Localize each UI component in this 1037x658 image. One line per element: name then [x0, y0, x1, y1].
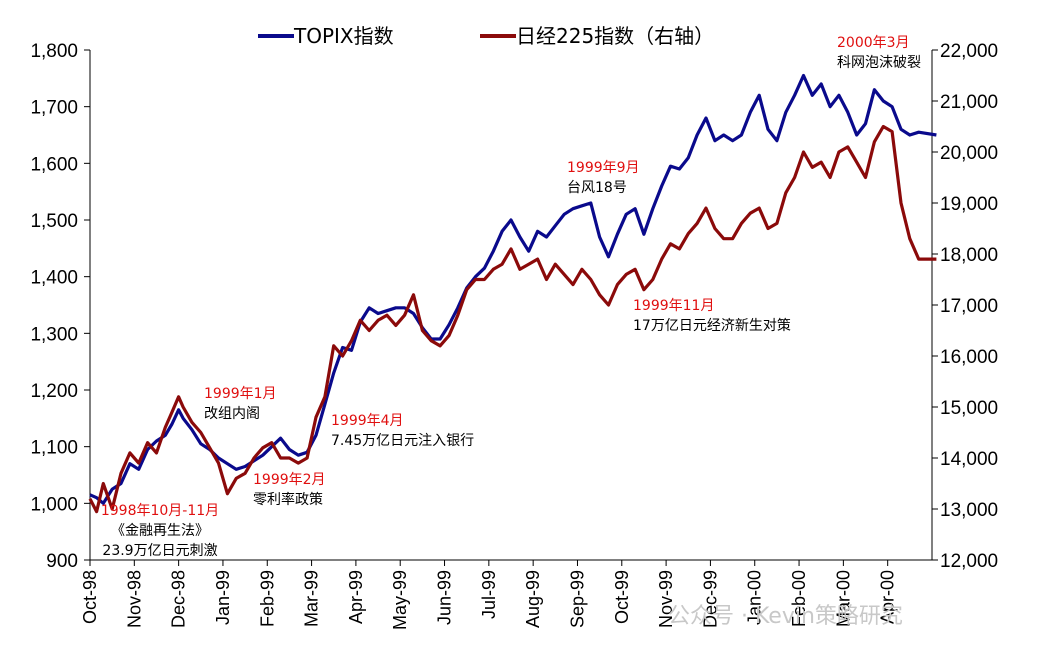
annotations: 1998年10月-11月《金融再生法》 23.9万亿日元刺激 1999年1月改组内阁… [101, 35, 921, 559]
left-tick-label: 1,300 [30, 324, 78, 345]
legend: TOPIX指数 日经225指数（右轴） [258, 24, 714, 48]
left-tick-label: 900 [46, 551, 78, 572]
left-tick-label: 1,800 [30, 41, 78, 62]
x-tick-label: Feb-00 [789, 570, 809, 627]
annotation-date: 2000年3月 [837, 35, 910, 51]
left-tick-label: 1,500 [30, 211, 78, 232]
left-tick-label: 1,400 [30, 268, 78, 289]
x-tick-label: Nov-98 [124, 570, 144, 628]
legend-nikkei-label: 日经225指数（右轴） [516, 24, 714, 48]
annotation-text: 改组内阁 [204, 406, 260, 422]
watermark-text: 公众号 · Kevin策略研究 [668, 604, 903, 629]
x-tick-label: Nov-99 [656, 570, 676, 628]
x-tick-label: Jul-99 [479, 570, 499, 619]
x-tick-label: Aug-99 [523, 570, 543, 628]
x-tick-label: Oct-98 [80, 570, 100, 624]
series-group [88, 73, 937, 514]
x-tick-label: Jan-00 [745, 570, 765, 625]
annotation-text: 科网泡沫破裂 [837, 55, 921, 71]
x-tick-label: Mar-99 [302, 570, 322, 627]
legend-topix-label: TOPIX指数 [293, 24, 394, 48]
annotation-text: 台风18号 [567, 180, 627, 196]
right-tick-label: 17,000 [940, 296, 998, 317]
x-tick-label: Sep-99 [567, 570, 587, 628]
annotation-date: 1999年4月 [331, 413, 404, 429]
x-tick-label: Dec-99 [700, 570, 720, 628]
left-tick-label: 1,700 [30, 98, 78, 119]
annotation-text: 17万亿日元经济新生对策 [633, 317, 791, 334]
x-tick-label: Apr-00 [878, 570, 898, 624]
right-tick-label: 18,000 [940, 245, 998, 266]
right-tick-label: 14,000 [940, 449, 998, 470]
annotation-date: 1999年9月 [567, 160, 640, 176]
right-tick-label: 16,000 [940, 347, 998, 368]
left-tick-label: 1,200 [30, 381, 78, 402]
annotation-date: 1999年2月 [253, 472, 326, 488]
annotation-text: 23.9万亿日元刺激 [102, 542, 217, 559]
x-tick-label: Feb-99 [257, 570, 277, 627]
x-tick-label: Oct-99 [612, 570, 632, 624]
right-tick-label: 21,000 [940, 92, 998, 113]
axes: 900 1,000 1,100 1,200 1,300 1,400 1,500 1,600 1,… [30, 41, 998, 630]
right-tick-label: 12,000 [940, 551, 998, 572]
x-tick-label: Jun-99 [435, 570, 455, 625]
x-tick-label: Apr-99 [346, 570, 366, 624]
annotation-date: 1998年10月-11月 [101, 503, 219, 519]
x-tick-label: Jan-99 [213, 570, 233, 625]
left-tick-label: 1,100 [30, 438, 78, 459]
nikkei-line [88, 124, 937, 514]
annotation-text: 《金融再生法》 [111, 523, 209, 539]
right-tick-label: 15,000 [940, 398, 998, 419]
right-tick-label: 19,000 [940, 194, 998, 215]
right-tick-label: 22,000 [940, 41, 998, 62]
annotation-text: 零利率政策 [253, 491, 323, 508]
left-tick-label: 1,600 [30, 154, 78, 175]
annotation-date: 1999年11月 [633, 298, 714, 314]
annotation-date: 1999年1月 [204, 386, 277, 402]
annotation-text: 7.45万亿日元注入银行 [331, 433, 474, 449]
x-tick-label: May-99 [390, 570, 410, 630]
topix-line [89, 73, 937, 505]
x-tick-label: Dec-98 [169, 570, 189, 628]
left-tick-label: 1,000 [30, 494, 78, 515]
right-tick-label: 13,000 [940, 500, 998, 521]
x-tick-label: Mar-00 [833, 570, 853, 627]
right-tick-label: 20,000 [940, 143, 998, 164]
